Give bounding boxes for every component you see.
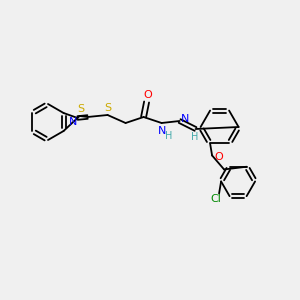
- Text: O: O: [215, 152, 224, 163]
- Text: N: N: [68, 117, 77, 127]
- Text: H: H: [191, 132, 198, 142]
- Text: N: N: [158, 126, 166, 136]
- Text: S: S: [104, 103, 111, 113]
- Text: Cl: Cl: [211, 194, 221, 205]
- Text: S: S: [77, 104, 84, 114]
- Text: N: N: [180, 114, 189, 124]
- Text: O: O: [143, 90, 152, 100]
- Text: H: H: [165, 131, 172, 141]
